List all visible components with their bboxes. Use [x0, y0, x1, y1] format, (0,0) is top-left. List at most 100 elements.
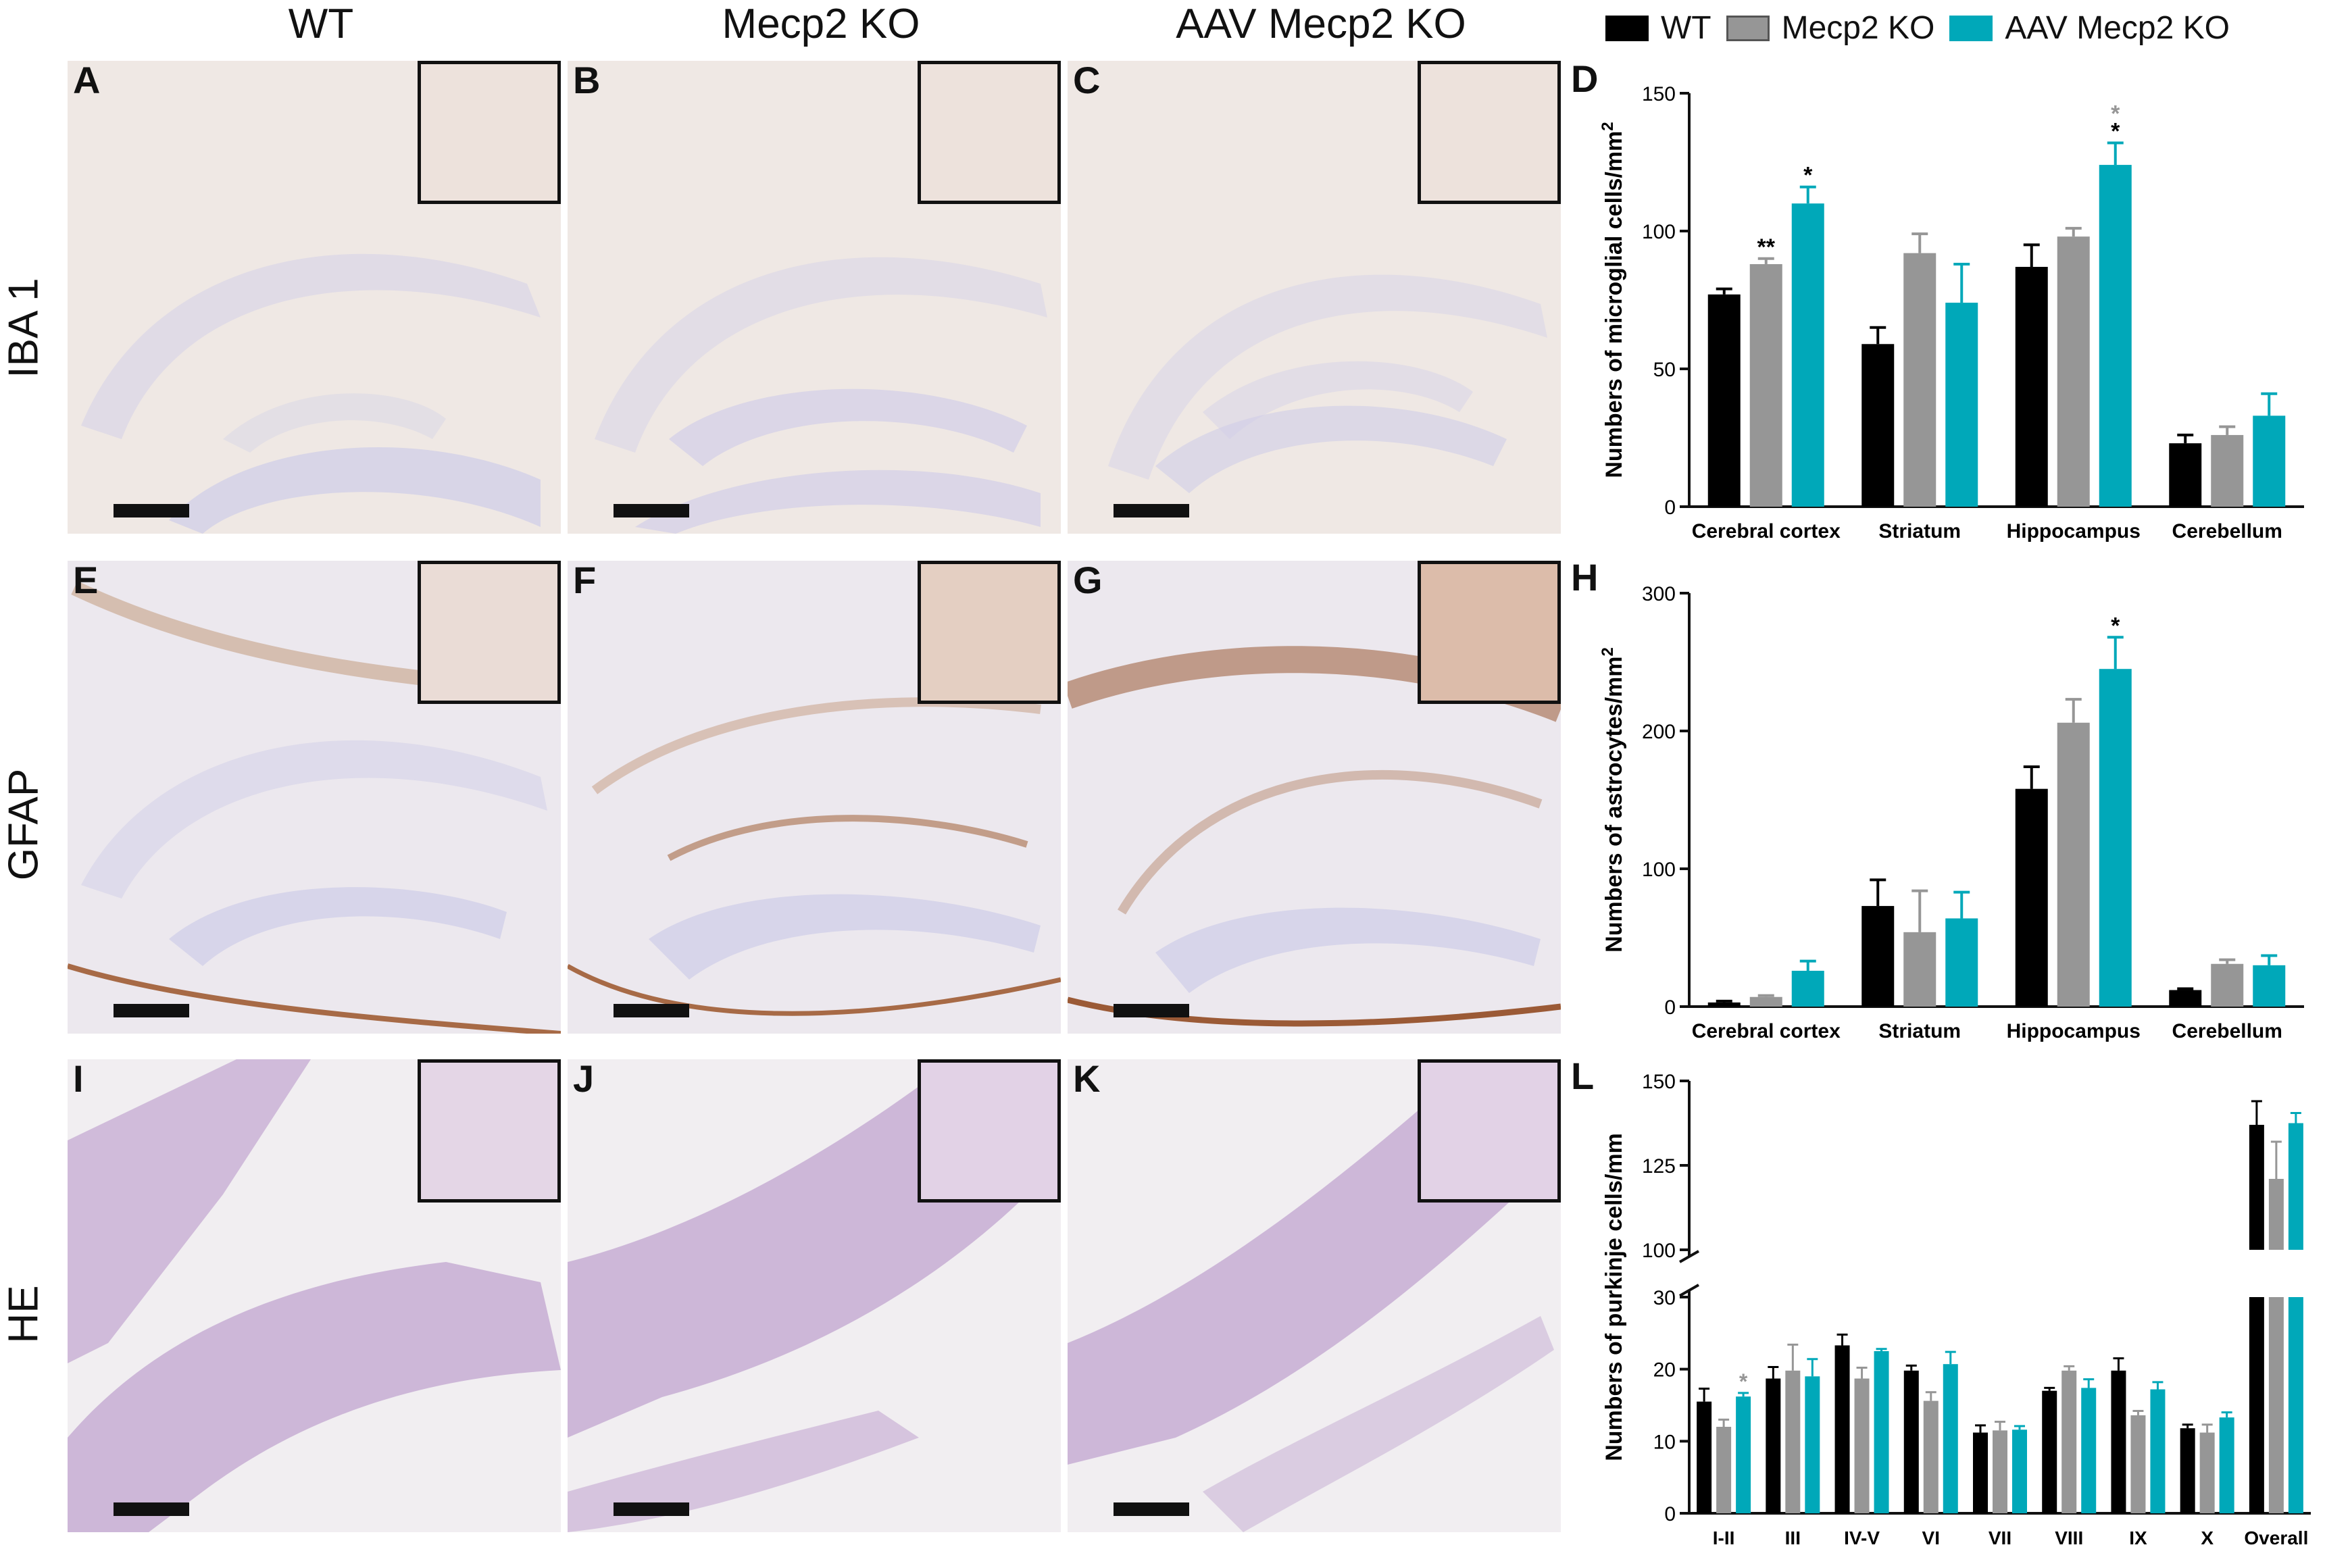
legend-item-aav-mecp2-ko: AAV Mecp2 KO — [1949, 9, 2230, 47]
bar-mecp2-ko-cerebral-cortex — [1749, 996, 1782, 1007]
x-tick-label-x: X — [2201, 1527, 2214, 1548]
scale-bar-e — [114, 1004, 189, 1017]
x-tick-label-viii: VIII — [2055, 1527, 2083, 1548]
panel-letter-i: I — [73, 1059, 84, 1100]
x-tick-label-vii: VII — [1989, 1527, 2011, 1548]
panel-letter-a: A — [73, 61, 101, 101]
bar-aav-mecp2-ko-striatum — [1945, 303, 1978, 507]
panel-letter-c: C — [1073, 61, 1101, 101]
bar-chart-purkinje: Numbers of purkinje cells/mm 100 125 150 0 10… — [1601, 1071, 2311, 1548]
bar-mecp2-ko-hippocampus — [2057, 236, 2090, 507]
bar-aav-mecp2-ko-vii — [2012, 1430, 2027, 1513]
bar-wt-vii — [1973, 1432, 1988, 1513]
y-tick-label-100: 100 — [1642, 221, 1676, 243]
column-title-wt: WT — [288, 1, 354, 47]
inset-f — [918, 561, 1061, 704]
bar-aav-mecp2-ko-overall-lower — [2288, 1297, 2303, 1513]
micrograph-panel-g: G — [1068, 561, 1561, 1034]
bar-wt-cerebellum — [2169, 990, 2202, 1007]
row-label-gfap: GFAP — [0, 768, 47, 881]
significance-marker: ** — [1757, 234, 1776, 260]
y-tick-label-0: 0 — [1664, 996, 1676, 1019]
x-tick-label-iv-v: IV-V — [1844, 1527, 1880, 1548]
y-tick-label-0: 0 — [1664, 1503, 1676, 1525]
inset-e — [418, 561, 561, 704]
bar-wt-ix — [2111, 1370, 2126, 1513]
inset-c — [1418, 61, 1561, 204]
bar-wt-iv-v — [1834, 1345, 1850, 1513]
panel-letter-l: L — [1571, 1055, 1595, 1097]
panel-letter-k: K — [1073, 1059, 1101, 1100]
bar-wt-vi — [1903, 1370, 1919, 1513]
bar-aav-mecp2-ko-cerebral-cortex — [1791, 970, 1824, 1007]
x-tick-label-striatum: Striatum — [1878, 520, 1961, 542]
legend-item-mecp2-ko: Mecp2 KO — [1726, 9, 1935, 47]
bar-mecp2-ko-cerebellum — [2211, 434, 2244, 507]
panel-letter-f: F — [573, 561, 597, 601]
panel-letter-j: J — [573, 1059, 595, 1100]
y-tick-label-150: 150 — [1642, 83, 1676, 105]
panel-letter-b: B — [573, 61, 601, 101]
y-tick-label-200: 200 — [1642, 721, 1676, 743]
bar-wt-overall-lower — [2249, 1297, 2264, 1513]
bar-aav-mecp2-ko-striatum — [1945, 918, 1978, 1007]
bar-mecp2-ko-i-ii — [1716, 1427, 1732, 1513]
bar-chart-astrocytes: Numbers of astrocytes/mm2 0 100 200 300 Cereb… — [1599, 583, 2304, 1042]
x-tick-label-striatum: Striatum — [1878, 1020, 1961, 1042]
panel-letter-g: G — [1073, 561, 1103, 601]
panel-letter-e: E — [73, 561, 99, 601]
bar-aav-mecp2-ko-iii — [1805, 1376, 1820, 1513]
bar-aav-mecp2-ko-vi — [1943, 1364, 1958, 1513]
bar-wt-x — [2180, 1428, 2195, 1513]
significance-marker: * — [1803, 163, 1813, 188]
scale-bar-c — [1114, 504, 1189, 517]
bar-mecp2-ko-x — [2199, 1432, 2215, 1513]
x-tick-label-ix: IX — [2129, 1527, 2147, 1548]
bar-aav-mecp2-ko-cerebellum — [2253, 415, 2286, 507]
y-tick-label-150: 150 — [1642, 1071, 1676, 1093]
bar-mecp2-ko-cerebellum — [2211, 963, 2244, 1007]
scale-bar-i — [114, 1502, 189, 1516]
y-tick-label-20: 20 — [1653, 1359, 1676, 1382]
significance-marker: * — [2111, 118, 2120, 144]
bar-wt-cerebral-cortex — [1707, 294, 1741, 507]
micrograph-panel-j: J — [568, 1059, 1061, 1532]
bar-wt-viii — [2042, 1390, 2057, 1513]
bar-mecp2-ko-iii — [1785, 1370, 1801, 1513]
inset-g — [1418, 561, 1561, 704]
legend-swatch-aav-mecp2-ko — [1949, 15, 1993, 41]
scale-bar-g — [1114, 1004, 1189, 1017]
legend-label-mecp2-ko: Mecp2 KO — [1781, 10, 1935, 46]
bar-mecp2-ko-vii — [1993, 1430, 2007, 1513]
x-tick-label-cerebellum: Cerebellum — [2172, 520, 2282, 542]
axis-break-mark-lower — [1679, 1284, 1699, 1297]
row-label-he: HE — [0, 1285, 47, 1344]
bar-aav-mecp2-ko-i-ii — [1736, 1396, 1751, 1513]
legend-swatch-wt — [1605, 15, 1649, 41]
y-tick-label-30: 30 — [1653, 1287, 1676, 1309]
y-tick-label-125: 125 — [1642, 1155, 1676, 1178]
legend-label-wt: WT — [1661, 10, 1711, 46]
micrograph-panel-i: I — [68, 1059, 561, 1532]
bar-mecp2-ko-vi — [1923, 1400, 1939, 1513]
panel-letter-h: H — [1571, 556, 1599, 599]
micrograph-panel-f: F — [568, 561, 1061, 1034]
bar-mecp2-ko-iv-v — [1854, 1378, 1870, 1513]
inset-a — [418, 61, 561, 204]
y-tick-label-50: 50 — [1653, 359, 1676, 381]
micrograph-panel-b: B — [568, 61, 1061, 534]
bar-aav-mecp2-ko-viii — [2081, 1388, 2097, 1513]
bar-aav-mecp2-ko-ix — [2150, 1389, 2166, 1513]
micrograph-panel-c: C — [1068, 61, 1561, 534]
bar-wt-overall-upper — [2249, 1125, 2264, 1250]
y-tick-label-10: 10 — [1653, 1431, 1676, 1453]
bar-mecp2-ko-striatum — [1903, 253, 1936, 507]
inset-k — [1418, 1059, 1561, 1203]
bar-mecp2-ko-striatum — [1903, 932, 1936, 1007]
inset-b — [918, 61, 1061, 204]
bar-aav-mecp2-ko-hippocampus — [2099, 165, 2132, 507]
bar-mecp2-ko-overall-lower — [2268, 1297, 2284, 1513]
x-tick-label-i-ii: I-II — [1713, 1527, 1735, 1548]
bar-aav-mecp2-ko-overall-upper — [2288, 1123, 2303, 1250]
legend-label-aav-mecp2-ko: AAV Mecp2 KO — [2005, 10, 2230, 46]
